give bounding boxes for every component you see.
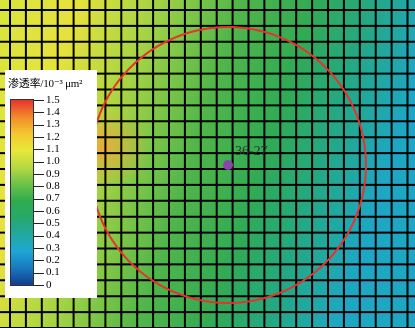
legend-tick-mark [34, 149, 44, 151]
legend-tick-label: 0.3 [46, 241, 60, 254]
legend-tick-label: 0 [46, 278, 52, 291]
legend-tick-mark [34, 124, 44, 126]
legend-tick-mark [34, 186, 44, 188]
legend-tick-mark [34, 211, 44, 212]
legend-tick-label: 0.4 [46, 229, 60, 242]
legend-tick-label: 0.2 [46, 253, 60, 266]
legend-tick-mark [34, 112, 44, 114]
legend-tick-label: 0.8 [46, 179, 60, 192]
legend-tick-label: 0.9 [46, 167, 60, 180]
legend-tick-label: 1.4 [46, 105, 60, 118]
well-label: 36-27 [235, 144, 268, 159]
legend-tick-label: 1.5 [46, 93, 60, 106]
legend-colorbar [10, 99, 34, 286]
legend-tick-mark [34, 272, 44, 274]
legend-tick-mark [34, 248, 44, 249]
legend-tick-mark [34, 198, 44, 200]
legend-tick-mark [34, 161, 44, 163]
legend-tick-label: 0.7 [46, 192, 60, 205]
legend-tick-label: 1.3 [46, 118, 60, 131]
legend: 渗透率/10⁻³ μm² 1.5 1.4 1.3 1.2 1.1 1.0 0.9 0.8 0.7… [5, 70, 97, 298]
legend-tick-mark [34, 260, 44, 262]
legend-title: 渗透率/10⁻³ μm² [8, 78, 83, 90]
legend-tick-label: 1.2 [46, 130, 60, 143]
legend-tick-mark [34, 137, 44, 138]
legend-tick-mark [34, 174, 44, 175]
legend-tick-label: 1.0 [46, 155, 60, 168]
well-marker[interactable] [223, 160, 233, 170]
legend-tick-label: 1.1 [46, 142, 60, 155]
legend-tick-label: 0.5 [46, 216, 60, 229]
legend-tick-label: 0.6 [46, 204, 60, 217]
legend-tick-label: 0.1 [46, 266, 60, 279]
legend-tick-mark [34, 223, 44, 225]
legend-tick-mark [34, 235, 44, 237]
legend-tick-mark [34, 285, 44, 286]
legend-ticks: 1.5 1.4 1.3 1.2 1.1 1.0 0.9 0.8 0.7 0.6 0.5 0.4 0.3 0… [5, 70, 97, 298]
legend-tick-mark [34, 100, 44, 101]
